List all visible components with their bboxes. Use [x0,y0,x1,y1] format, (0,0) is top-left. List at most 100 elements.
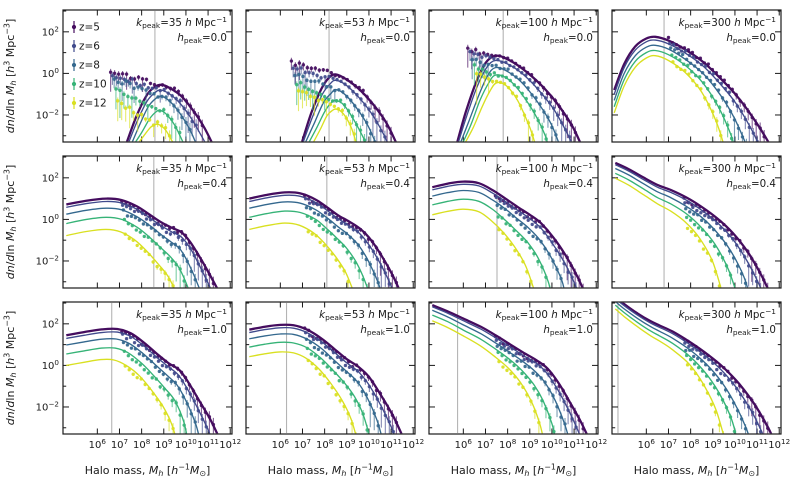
curve-z12 [138,123,174,142]
panel-k53-h0.0: kpeak=53 h Mpc−1 hpeak=0.0 [245,9,416,143]
scatter-z5 [302,193,399,288]
y-tick-label: 102 [42,24,59,38]
curve-z5 [614,161,769,288]
panel-k300-h1.0: 106 107 108 109 1010 1011 1012 kpeak=300 h Mpc−… [611,301,790,451]
scatter-z10 [114,85,182,142]
panel-title-hpeak: hpeak=0.4 [177,178,227,191]
panel-k35-h1.0: 106 107 108 109 1010 1011 1012 102 100 10−2 kpeak=… [36,301,241,451]
scatter-z6 [494,195,578,288]
panel-title-hpeak: hpeak=0.4 [543,178,593,191]
scatter-z6 [683,201,762,288]
scatter-z12 [685,363,725,434]
x-tick-label: 109 [704,437,722,451]
scatter-z5 [682,196,769,288]
legend-label: z=10 [79,79,107,91]
x-axis-label: Halo mass, Mh [h−1M⊙] [634,463,760,479]
panel-title-kpeak: kpeak=53 h Mpc−1 [319,307,410,322]
scatter-z8 [495,344,567,434]
panel-title-kpeak: kpeak=35 h Mpc−1 [136,15,227,30]
x-tick-label: 1011 [380,437,402,451]
panel-title-hpeak: hpeak=0.4 [360,178,410,191]
scatter-z6 [303,330,395,434]
scatter-z12 [116,97,172,142]
y-axis-label: dn/dln Mh [h3 Mpc−3] [3,165,19,280]
legend-item-z-10: z=10 [71,78,107,91]
curve-z8 [432,189,565,288]
legend-label: z=5 [79,22,100,34]
legend-item-z-8: z=8 [71,59,100,72]
x-tick-label: 1011 [197,437,219,451]
curve-z6 [613,39,759,142]
curve-z5 [620,302,773,434]
scatter-z10 [684,353,737,434]
x-tick-label: 107 [477,437,494,451]
x-axis-label: Halo mass, Mh [h−1M⊙] [85,463,211,479]
scatter-z8 [304,206,380,288]
scatter-z10 [122,349,186,434]
panel-frame [611,9,782,143]
x-tick-label: 106 [638,437,656,451]
curve-z12 [432,208,535,288]
x-tick-label: 106 [89,437,107,451]
x-tick-label: 108 [133,437,151,451]
legend-label: z=12 [79,98,107,110]
panel-frame [611,155,782,289]
y-axis-label: dn/dln Mh [h3 Mpc−3] [3,311,19,426]
curve-z8 [432,309,569,434]
panel-title-kpeak: kpeak=300 h Mpc−1 [679,307,777,322]
scatter-z12 [306,358,357,434]
curve-z6 [66,200,211,288]
panel-title-hpeak: hpeak=0.0 [360,32,410,45]
scatter-z6 [120,332,209,434]
curve-z12 [66,228,175,288]
scatter-z12 [306,230,350,288]
curve-z10 [614,172,736,288]
curve-z5 [249,323,403,434]
panel-frame [62,9,233,143]
panel-title-hpeak: hpeak=0.0 [177,32,227,45]
scatter-z12 [123,364,175,434]
panel-title-hpeak: hpeak=0.4 [726,178,776,191]
x-tick-label: 106 [455,437,473,451]
scatter-z5 [493,194,584,288]
panel-k100-h0.0: kpeak=100 h Mpc−1 hpeak=0.0 [428,9,599,143]
curve-z10 [432,198,551,288]
panel-frame [611,301,782,435]
x-tick-label: 108 [499,437,517,451]
curve-z12 [249,222,353,288]
scatter-z6 [120,203,209,288]
curve-z12 [614,308,724,434]
panel-k35-h0.4: 102 100 10−2 kpeak=35 h Mpc−1 hpeak=0.4 [36,155,233,289]
scatter-z12 [497,227,533,287]
scatter-z10 [295,79,367,142]
panel-k100-h0.4: kpeak=100 h Mpc−1 hpeak=0.4 [428,155,599,289]
y-tick-label: 102 [42,170,59,184]
legend-item-z-5: z=5 [71,21,100,34]
x-tick-label: 1012 [768,437,790,451]
panel-frame [428,155,599,289]
panel-title-hpeak: hpeak=0.0 [726,32,776,45]
scatter-z10 [670,53,734,142]
scatter-z8 [121,340,197,434]
scatter-z8 [668,46,747,142]
y-tick-label: 100 [42,358,60,372]
curve-z5 [431,304,588,434]
scatter-z5 [289,57,393,142]
scatter-z12 [497,359,541,434]
y-axis-label: dn/dln Mh [h3 Mpc−3] [3,19,19,134]
panel-k300-h0.4: kpeak=300 h Mpc−1 hpeak=0.4 [611,155,782,289]
panel-frame [245,9,416,143]
curve-z10 [462,74,548,142]
x-axis-label: Halo mass, Mh [h−1M⊙] [268,463,394,479]
x-tick-label: 1010 [724,437,746,451]
scatter-z5 [466,44,578,142]
x-tick-label: 1010 [175,437,197,451]
panel-title-kpeak: kpeak=100 h Mpc−1 [496,161,594,176]
panel-title-kpeak: kpeak=35 h Mpc−1 [136,307,227,322]
scatter-z8 [121,208,197,288]
panel-title-kpeak: kpeak=53 h Mpc−1 [319,15,410,30]
x-tick-label: 109 [155,437,173,451]
